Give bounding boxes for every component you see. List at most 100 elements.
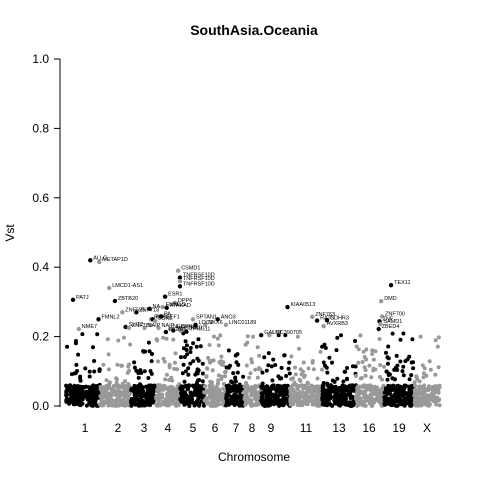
labeled-point — [177, 278, 183, 284]
data-point — [78, 398, 83, 403]
data-point — [302, 394, 307, 399]
labeled-point — [314, 318, 320, 323]
data-point — [428, 394, 433, 399]
data-point — [321, 390, 326, 395]
data-point — [221, 393, 225, 398]
labeled-point — [321, 324, 326, 329]
data-point — [306, 381, 311, 386]
data-point — [120, 363, 124, 368]
chromosome-label: X — [423, 421, 431, 435]
data-point — [92, 369, 97, 374]
data-point — [370, 352, 375, 356]
data-point — [211, 403, 216, 408]
data-point — [330, 378, 335, 383]
data-point — [258, 367, 263, 372]
gene-label: TPRG11 — [189, 327, 210, 333]
data-point — [284, 374, 289, 378]
data-point — [100, 402, 105, 407]
data-point — [359, 376, 364, 380]
gene-label: NAIP — [148, 323, 161, 329]
data-point — [298, 378, 303, 383]
data-point — [248, 402, 253, 407]
data-point — [244, 391, 249, 396]
gene-label: FMNL2 — [102, 314, 120, 320]
data-point — [150, 352, 154, 356]
data-point — [260, 381, 265, 386]
labeled-point — [215, 317, 220, 322]
labeled-point — [379, 314, 385, 319]
data-point — [181, 362, 186, 367]
data-point — [92, 389, 97, 394]
data-point — [171, 337, 176, 342]
data-point — [289, 354, 294, 359]
data-point — [187, 394, 192, 399]
data-point — [250, 360, 254, 365]
data-point — [75, 384, 80, 389]
data-point — [302, 398, 307, 403]
data-point — [90, 403, 95, 408]
data-point — [287, 371, 292, 376]
gene-label: LMCD1-AS1 — [112, 283, 143, 289]
data-point — [394, 387, 399, 392]
data-point — [65, 344, 70, 349]
data-point — [221, 360, 226, 365]
data-point — [324, 399, 329, 404]
data-point — [274, 389, 279, 394]
data-point — [237, 395, 242, 400]
data-point — [424, 388, 429, 393]
data-point — [95, 384, 100, 388]
gene-label: MECOM — [176, 325, 198, 331]
gene-label: DPP6 — [178, 298, 192, 304]
gene-label: RATS — [320, 316, 335, 322]
data-point — [107, 380, 112, 385]
data-point — [293, 395, 298, 400]
data-point — [373, 349, 378, 354]
data-point — [313, 402, 318, 407]
y-tick-label: 0.4 — [32, 260, 49, 274]
data-point — [65, 385, 70, 390]
data-point — [72, 371, 77, 376]
gene-label: ZBED4 — [382, 324, 400, 330]
data-point — [259, 384, 264, 389]
data-point — [195, 398, 200, 403]
gene-label: ESR1 — [168, 292, 182, 298]
data-point — [138, 383, 143, 388]
data-point — [123, 379, 128, 384]
data-point — [363, 373, 368, 378]
data-point — [76, 352, 81, 357]
data-point — [166, 401, 171, 406]
data-point — [228, 363, 232, 368]
data-point — [425, 403, 430, 408]
data-point — [266, 351, 271, 356]
data-point — [388, 396, 393, 401]
data-point — [437, 403, 442, 408]
data-point — [378, 388, 382, 393]
data-point — [355, 392, 360, 397]
data-point — [204, 401, 209, 406]
labeled-point — [126, 325, 132, 331]
labeled-point — [153, 318, 158, 324]
data-point — [413, 383, 417, 388]
data-point — [436, 335, 441, 340]
labeled-point — [190, 317, 196, 322]
data-point — [243, 402, 248, 407]
data-point — [174, 396, 178, 401]
labeled-point — [88, 258, 93, 263]
data-point — [127, 362, 131, 367]
data-point — [128, 342, 133, 347]
data-point — [414, 397, 419, 402]
data-point — [354, 344, 359, 349]
data-point — [392, 392, 397, 397]
gene-label: METAP1D — [102, 257, 128, 263]
data-point — [217, 392, 222, 396]
labeled-point — [176, 268, 181, 273]
data-point — [73, 341, 78, 346]
data-point — [260, 370, 265, 375]
y-axis-label: Vst — [3, 224, 17, 242]
data-point — [234, 384, 239, 389]
chromosome-label: 5 — [190, 421, 197, 435]
data-point — [161, 356, 166, 361]
labeled-point — [120, 310, 125, 315]
data-point — [127, 368, 131, 373]
data-point — [234, 388, 239, 393]
